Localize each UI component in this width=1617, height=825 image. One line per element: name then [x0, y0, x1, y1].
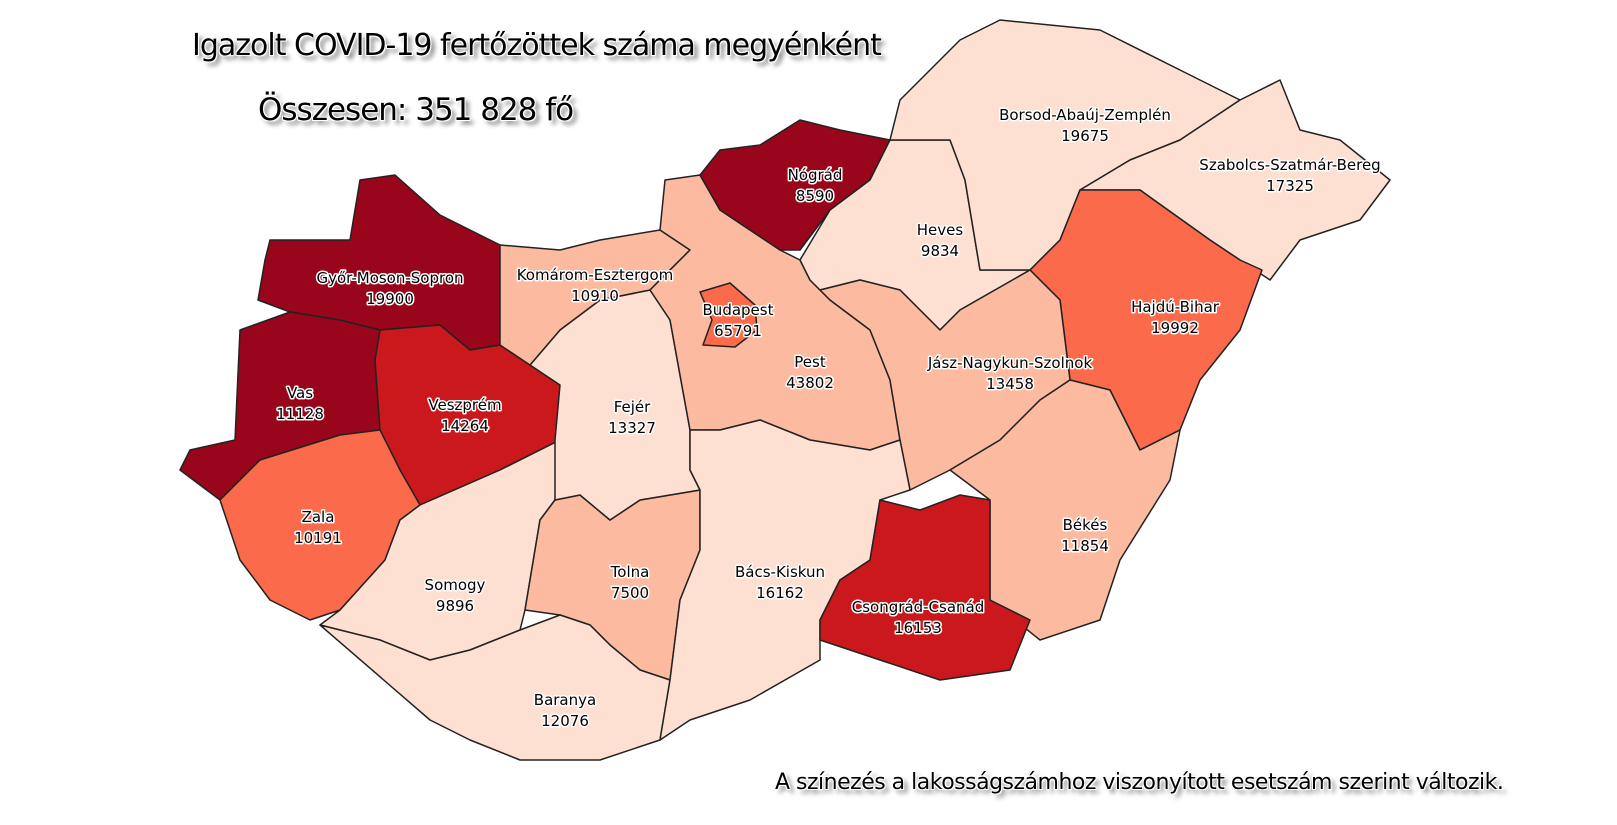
county-budapest[interactable]: [699, 282, 758, 348]
county-cases-label: 17325: [1266, 177, 1314, 195]
county-cases-label: 11128: [276, 405, 324, 423]
county-cases-label: 9834: [921, 242, 959, 260]
county-name-label: Budapest: [703, 301, 774, 319]
county-name-label: Komárom-Esztergom: [517, 266, 674, 284]
county-name-label: Szabolcs-Szatmár-Bereg: [1199, 156, 1380, 174]
county-cases-label: 8590: [796, 187, 834, 205]
color-note: A színezés a lakosságszámhoz viszonyítot…: [775, 770, 1504, 795]
county-cases-label: 11854: [1061, 537, 1109, 555]
county-name-label: Pest: [794, 353, 826, 371]
county-name-label: Borsod-Abaúj-Zemplén: [999, 106, 1171, 124]
county-bekes[interactable]: [949, 379, 1181, 641]
county-cases-label: 12076: [541, 712, 589, 730]
county-name-label: Tolna: [610, 563, 650, 581]
county-cases-label: 9896: [436, 597, 474, 615]
county-csongrad-csanad[interactable]: [819, 494, 1031, 681]
county-cases-label: 19992: [1151, 319, 1199, 337]
county-cases-label: 19675: [1061, 127, 1109, 145]
map-title: Igazolt COVID-19 fertőzöttek száma megyé…: [192, 28, 882, 63]
total-cases: Összesen: 351 828 fő: [258, 92, 574, 128]
county-name-label: Zala: [302, 508, 335, 526]
county-name-label: Somogy: [425, 576, 486, 594]
county-cases-label: 14264: [441, 417, 489, 435]
county-name-label: Jász-Nagykun-Szolnok: [927, 354, 1093, 372]
county-name-label: Győr-Moson-Sopron: [316, 269, 463, 287]
county-cases-label: 10910: [571, 287, 619, 305]
county-cases-label: 7500: [611, 584, 649, 602]
county-shapes: [179, 19, 1391, 761]
county-cases-label: 13327: [608, 419, 656, 437]
county-name-label: Baranya: [534, 691, 596, 709]
county-cases-label: 16162: [756, 584, 804, 602]
county-name-label: Heves: [917, 221, 964, 239]
county-name-label: Vas: [287, 384, 313, 402]
county-name-label: Hajdú-Bihar: [1131, 298, 1220, 316]
county-name-label: Fejér: [614, 398, 651, 416]
county-name-label: Csongrád-Csanád: [852, 598, 985, 616]
county-cases-label: 65791: [714, 322, 762, 340]
county-cases-label: 10191: [294, 529, 342, 547]
county-name-label: Békés: [1063, 516, 1108, 534]
county-labels: Győr-Moson-Sopron 19900 Vas 11128 Veszprém 14…: [275, 105, 1383, 732]
county-name-label: Nógrád: [788, 166, 843, 184]
county-cases-label: 16153: [894, 619, 942, 637]
county-cases-label: 19900: [366, 290, 414, 308]
county-cases-label: 13458: [986, 375, 1034, 393]
county-cases-label: 43802: [786, 374, 834, 392]
county-name-label: Veszprém: [428, 396, 501, 414]
county-name-label: Bács-Kiskun: [735, 563, 825, 581]
county-baranya[interactable]: [319, 614, 671, 761]
